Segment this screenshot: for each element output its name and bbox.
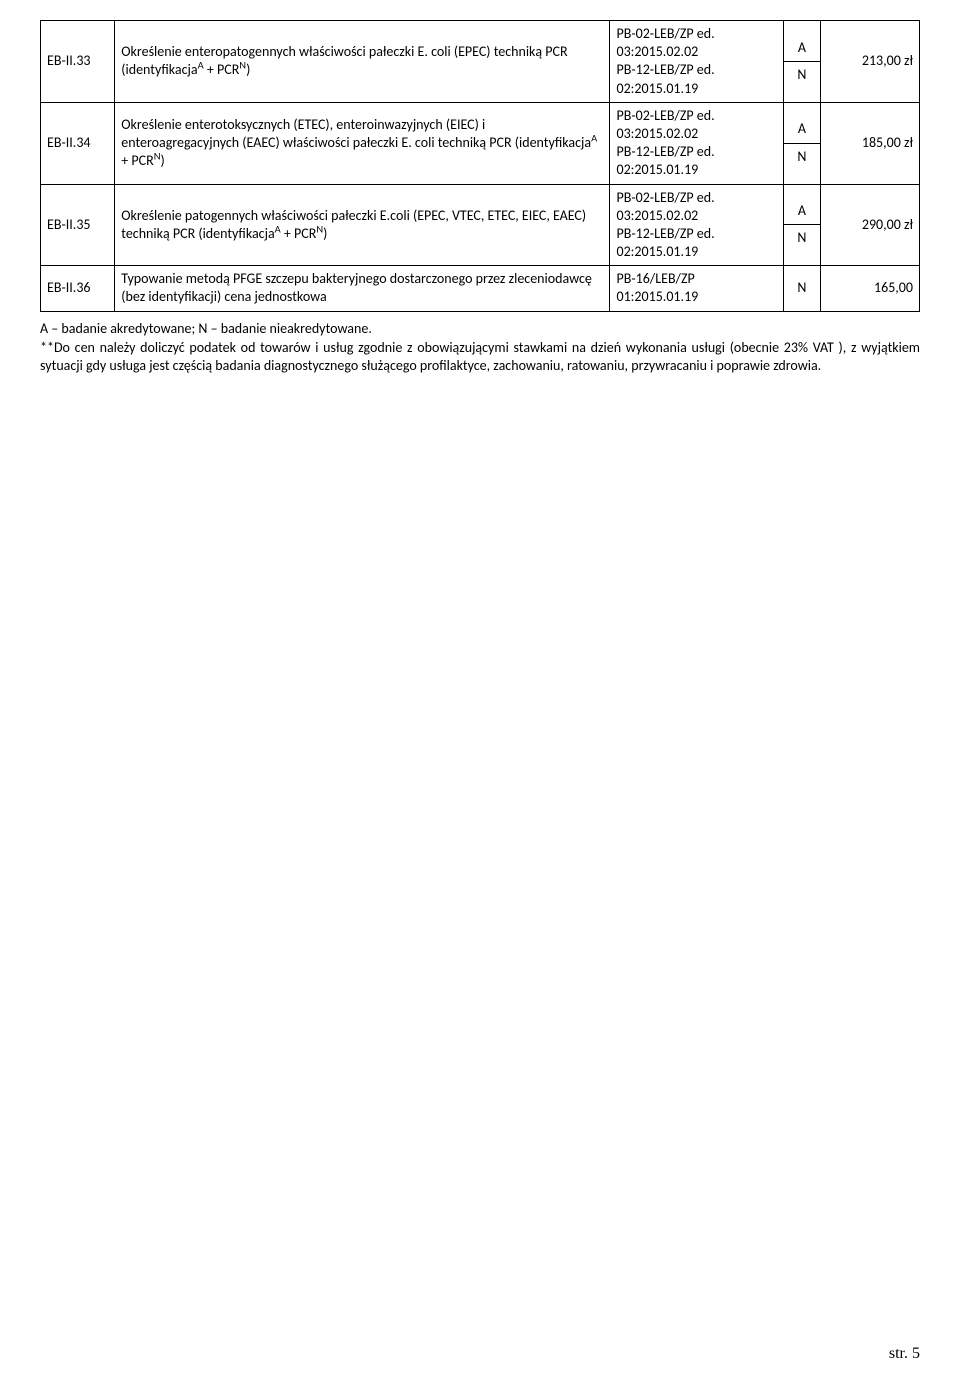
footnote-line-2: **Do cen należy doliczyć podatek od towa… <box>40 339 920 377</box>
flag-top: A <box>784 198 820 225</box>
row-code: EB-II.33 <box>41 21 115 103</box>
table-row: EB-II.34Określenie enterotoksycznych (ET… <box>41 102 920 184</box>
table-row: EB-II.36Typowanie metodą PFGE szczepu ba… <box>41 266 920 311</box>
row-description: Typowanie metodą PFGE szczepu bakteryjne… <box>115 266 610 311</box>
row-code: EB-II.35 <box>41 184 115 266</box>
row-flags: N <box>783 266 820 311</box>
row-code: EB-II.36 <box>41 266 115 311</box>
flag-top: A <box>784 116 820 143</box>
row-description: Określenie enteropatogennych właściwości… <box>115 21 610 103</box>
row-flags: AN <box>783 21 820 103</box>
table-row: EB-II.33Określenie enteropatogennych wła… <box>41 21 920 103</box>
row-price: 213,00 zł <box>820 21 919 103</box>
row-price: 185,00 zł <box>820 102 919 184</box>
row-price: 165,00 <box>820 266 919 311</box>
footnote-block: A – badanie akredytowane; N – badanie ni… <box>40 320 920 377</box>
row-reference: PB-02-LEB/ZP ed. 03:2015.02.02PB-12-LEB/… <box>610 102 783 184</box>
flag-bottom: N <box>784 225 820 251</box>
table-row: EB-II.35Określenie patogennych właściwoś… <box>41 184 920 266</box>
flag-bottom: N <box>784 62 820 88</box>
row-price: 290,00 zł <box>820 184 919 266</box>
page-number: str. 5 <box>889 1345 920 1363</box>
row-flags: AN <box>783 184 820 266</box>
row-reference: PB-02-LEB/ZP ed. 03:2015.02.02PB-12-LEB/… <box>610 21 783 103</box>
flag-top: A <box>784 35 820 62</box>
row-reference: PB-02-LEB/ZP ed. 03:2015.02.02PB-12-LEB/… <box>610 184 783 266</box>
row-code: EB-II.34 <box>41 102 115 184</box>
flag-bottom: N <box>784 144 820 170</box>
row-reference: PB-16/LEB/ZP 01:2015.01.19 <box>610 266 783 311</box>
row-description: Określenie enterotoksycznych (ETEC), ent… <box>115 102 610 184</box>
footnote-line-1: A – badanie akredytowane; N – badanie ni… <box>40 320 920 339</box>
row-description: Określenie patogennych właściwości pałec… <box>115 184 610 266</box>
pricing-table: EB-II.33Określenie enteropatogennych wła… <box>40 20 920 312</box>
row-flags: AN <box>783 102 820 184</box>
